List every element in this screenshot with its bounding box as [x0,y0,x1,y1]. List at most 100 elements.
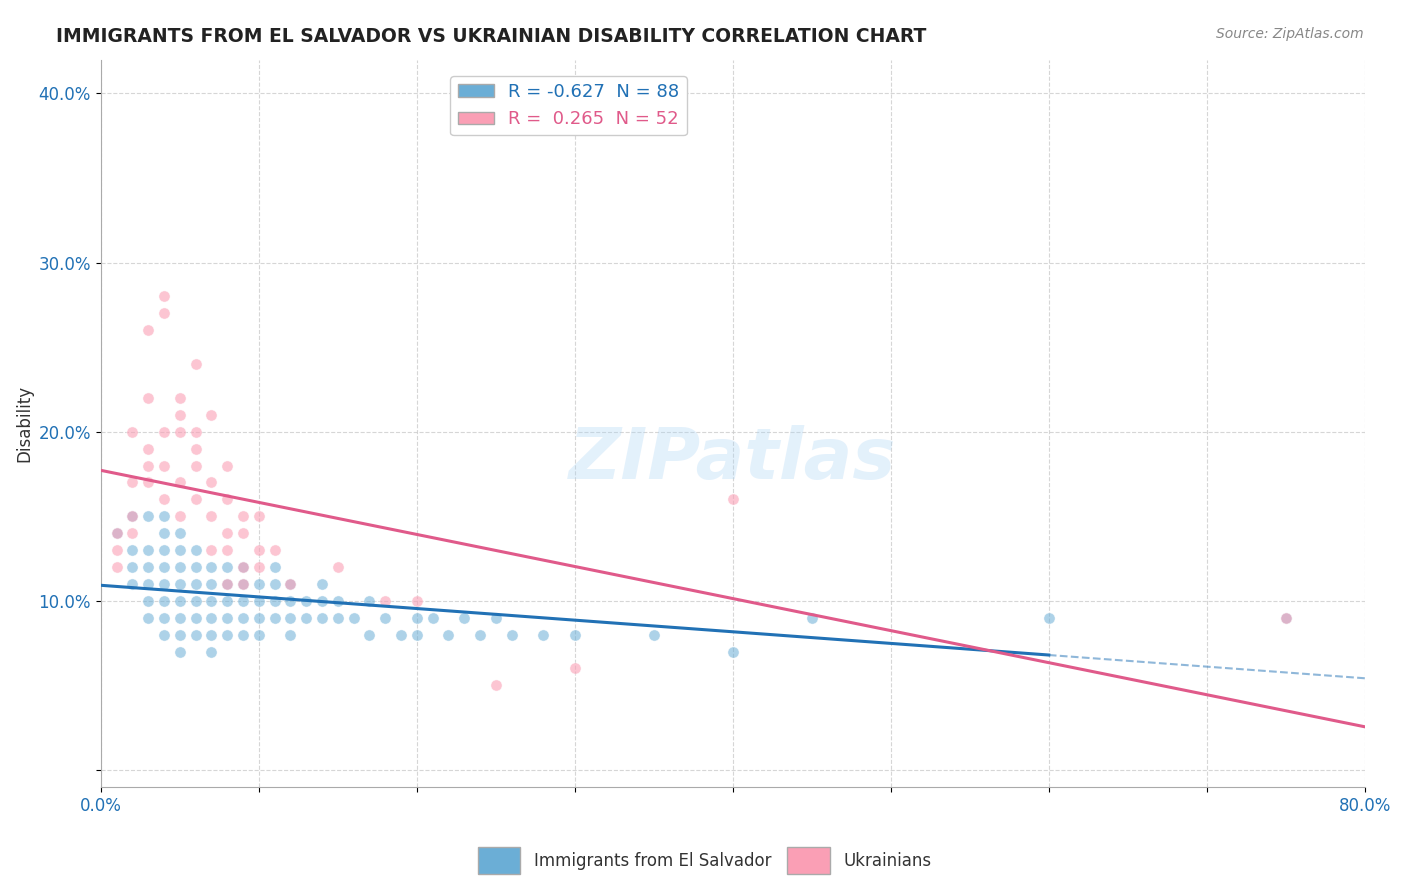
Point [153,458,176,473]
Point [121,560,143,574]
Point [326,611,349,625]
Point [374,594,396,608]
Point [263,594,285,608]
Point [247,627,270,641]
Point [263,543,285,558]
Point [136,594,159,608]
Point [721,492,744,507]
Point [721,644,744,658]
Point [169,509,191,524]
Point [153,289,176,303]
Point [153,509,176,524]
Point [105,543,128,558]
Point [405,627,427,641]
Point [1038,611,1060,625]
Point [232,560,254,574]
Point [295,611,318,625]
Point [311,577,333,591]
Point [217,577,239,591]
Point [263,560,285,574]
Point [153,594,176,608]
Point [169,627,191,641]
Point [217,594,239,608]
FancyBboxPatch shape [787,847,830,874]
Point [200,594,222,608]
Text: IMMIGRANTS FROM EL SALVADOR VS UKRAINIAN DISABILITY CORRELATION CHART: IMMIGRANTS FROM EL SALVADOR VS UKRAINIAN… [56,27,927,45]
Point [184,492,207,507]
Point [800,611,823,625]
Point [232,611,254,625]
Point [232,627,254,641]
Point [184,357,207,371]
Point [136,543,159,558]
Point [405,611,427,625]
Point [232,577,254,591]
Point [643,627,665,641]
Point [217,543,239,558]
Point [232,594,254,608]
Point [200,475,222,490]
FancyBboxPatch shape [478,847,520,874]
Point [169,475,191,490]
Point [184,442,207,456]
Point [280,577,302,591]
Point [153,425,176,439]
Point [200,644,222,658]
Point [280,627,302,641]
Y-axis label: Disability: Disability [15,384,32,462]
Point [232,577,254,591]
Point [136,442,159,456]
Point [501,627,523,641]
Point [184,594,207,608]
Point [184,458,207,473]
Text: ZIPatlas: ZIPatlas [569,425,897,494]
Point [247,611,270,625]
Point [136,611,159,625]
Legend: R = -0.627  N = 88, R =  0.265  N = 52: R = -0.627 N = 88, R = 0.265 N = 52 [450,76,686,136]
Point [200,611,222,625]
Point [374,611,396,625]
Point [169,425,191,439]
Text: Immigrants from El Salvador: Immigrants from El Salvador [534,852,772,870]
Point [169,560,191,574]
Point [263,577,285,591]
Point [280,611,302,625]
Point [136,323,159,337]
Point [153,560,176,574]
Point [326,560,349,574]
Point [422,611,444,625]
Text: Source: ZipAtlas.com: Source: ZipAtlas.com [1216,27,1364,41]
Point [359,627,381,641]
Point [153,543,176,558]
Point [311,611,333,625]
Point [153,611,176,625]
Point [169,391,191,405]
Point [184,611,207,625]
Point [232,526,254,541]
Point [217,492,239,507]
Point [184,560,207,574]
Point [280,577,302,591]
Point [121,509,143,524]
Point [217,627,239,641]
Point [105,526,128,541]
Point [136,509,159,524]
Point [136,560,159,574]
Point [121,543,143,558]
Point [200,509,222,524]
Point [200,560,222,574]
Point [295,594,318,608]
Point [359,594,381,608]
Point [217,458,239,473]
Point [153,627,176,641]
Point [1275,611,1298,625]
Point [105,560,128,574]
Point [169,543,191,558]
Point [121,526,143,541]
Point [247,577,270,591]
Point [121,425,143,439]
Point [121,577,143,591]
Point [564,627,586,641]
Text: Ukrainians: Ukrainians [844,852,932,870]
Point [200,577,222,591]
